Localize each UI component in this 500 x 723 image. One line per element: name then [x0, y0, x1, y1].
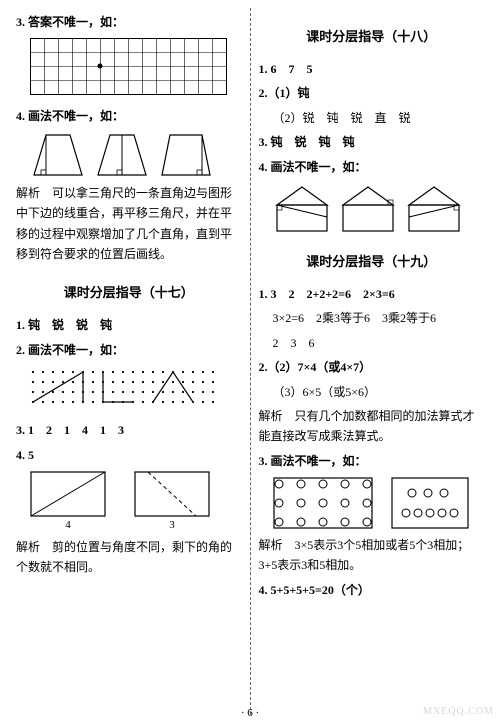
- rect-b-label: 3: [134, 519, 210, 531]
- s19-2b: （3）6×5（或5×6）: [259, 382, 485, 402]
- explain-19b: 解析 3×5表示3个5相加或者5个3相加；3+5表示3和5相加。: [259, 535, 485, 576]
- dotbox-b: [391, 477, 469, 529]
- s19-4: 4. 5+5+5+5=20（个）: [259, 580, 485, 600]
- trapezoid-2: [94, 133, 150, 177]
- q3-label: 3. 答案不唯一，如：: [16, 12, 242, 32]
- grid-figure: [30, 38, 242, 100]
- heading-17: 课时分层指导（十七）: [16, 282, 242, 301]
- heading-18: 课时分层指导（十八）: [259, 26, 485, 45]
- s18-4: 4. 画法不唯一，如：: [259, 157, 485, 177]
- s19-1a: 1. 3 2 2+2+2=6 2×3=6: [259, 284, 485, 304]
- s17-1: 1. 钝 锐 锐 钝: [16, 315, 242, 335]
- s17-3: 3. 1 2 1 4 1 3: [16, 420, 242, 440]
- house-1: [273, 183, 331, 233]
- explain-19a: 解析 只有几个加数都相同的加法算式才能直接改写成乘法算式。: [259, 406, 485, 447]
- s18-3: 3. 钝 锐 钝 钝: [259, 132, 485, 152]
- trapezoid-1: [30, 133, 86, 177]
- right-column: 课时分层指导（十八） 1. 6 7 5 2.（1）钝 （2）锐 钝 锐 直 锐 …: [253, 8, 491, 715]
- watermark: MXEQQ.COM: [423, 706, 494, 717]
- s19-1b: 3×2=6 2乘3等于6 3乘2等于6: [259, 308, 485, 328]
- rect-a-label: 4: [30, 519, 106, 531]
- s18-2a: 2.（1）钝: [259, 83, 485, 103]
- explain-17: 解析 剪的位置与角度不同，剩下的角的个数就不相同。: [16, 537, 242, 578]
- s19-1c: 2 3 6: [259, 333, 485, 353]
- s18-1: 1. 6 7 5: [259, 59, 485, 79]
- explain-4: 解析 可以拿三角尺的一条直角边与图形中下边的线重合，再平移三角尺，并在平移的过程…: [16, 183, 242, 265]
- dotbox-a: [273, 477, 373, 529]
- dotgrid-figure: [30, 366, 242, 414]
- s17-2: 2. 画法不唯一，如：: [16, 340, 242, 360]
- column-divider: [250, 8, 251, 715]
- rect-a: [30, 471, 106, 517]
- trapezoid-3: [158, 133, 214, 177]
- dotbox-row: [273, 477, 485, 529]
- s19-2a: 2.（2）7×4（或4×7）: [259, 357, 485, 377]
- heading-19: 课时分层指导（十九）: [259, 251, 485, 270]
- dotgrid-svg: [30, 366, 222, 414]
- s17-4: 4. 5: [16, 445, 242, 465]
- house-3: [405, 183, 463, 233]
- house-2: [339, 183, 397, 233]
- house-row: [273, 183, 485, 233]
- rect-a-wrap: 4: [30, 471, 106, 531]
- grid-svg: [30, 38, 228, 100]
- s19-3: 3. 画法不唯一，如：: [259, 451, 485, 471]
- left-column: 3. 答案不唯一，如： 4. 画法不唯一，如： 解析 可以拿三角尺的一条直角边与…: [10, 8, 248, 715]
- rect-b-wrap: 3: [134, 471, 210, 531]
- q4-label: 4. 画法不唯一，如：: [16, 106, 242, 126]
- rect-b: [134, 471, 210, 517]
- s18-2b: （2）锐 钝 锐 直 锐: [259, 108, 485, 128]
- rect-figures: 4 3: [30, 471, 242, 531]
- trapezoid-row: [30, 133, 242, 177]
